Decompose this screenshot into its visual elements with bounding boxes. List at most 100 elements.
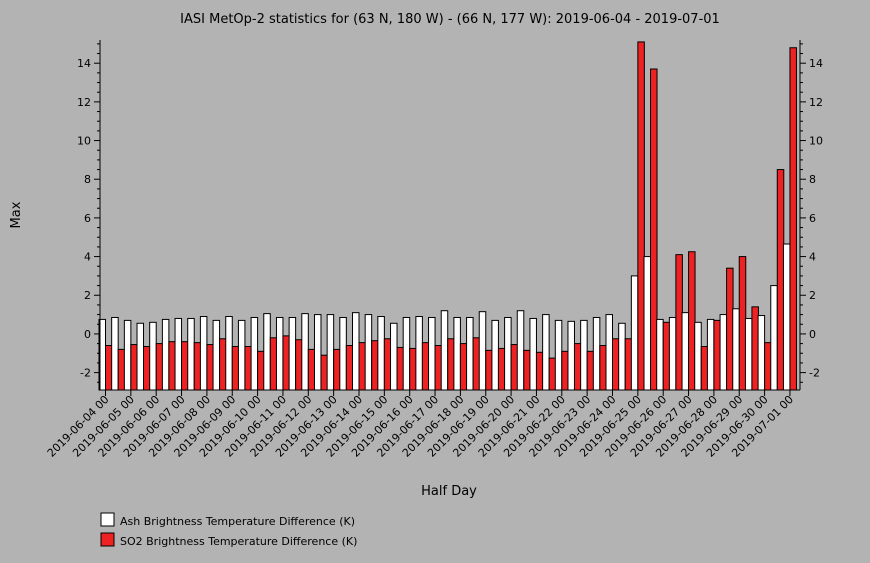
ash-bar bbox=[225, 316, 233, 391]
so2-bar bbox=[523, 349, 531, 391]
ash-bar bbox=[770, 285, 778, 391]
so2-bar bbox=[371, 340, 379, 391]
so2-bar bbox=[257, 350, 265, 391]
legend-label-ash: Ash Brightness Temperature Difference (K… bbox=[120, 515, 355, 528]
so2-bar bbox=[358, 342, 366, 391]
ash-bar bbox=[491, 319, 499, 391]
ash-bar bbox=[719, 314, 728, 391]
y-tick-label: 14 bbox=[77, 57, 91, 70]
so2-bar bbox=[168, 341, 176, 391]
y-tick-label: 12 bbox=[809, 96, 823, 109]
ash-bar bbox=[390, 322, 398, 391]
so2-bar bbox=[345, 345, 354, 391]
y-tick-label: 6 bbox=[809, 212, 816, 225]
so2-bar bbox=[789, 47, 797, 391]
axes-group bbox=[94, 40, 806, 396]
ash-bar bbox=[136, 322, 145, 391]
y-tick-label: 4 bbox=[809, 251, 816, 264]
ash-bar bbox=[529, 317, 537, 391]
so2-bar bbox=[219, 338, 227, 391]
y-tick-label: -2 bbox=[809, 367, 820, 380]
so2-bar bbox=[409, 347, 417, 391]
so2-bar bbox=[320, 354, 328, 391]
bars-group bbox=[98, 41, 797, 391]
so2-bar bbox=[383, 338, 392, 391]
ash-bar bbox=[364, 314, 373, 391]
ash-bar bbox=[428, 316, 436, 391]
ash-bar bbox=[301, 313, 309, 391]
ash-bar bbox=[656, 318, 664, 391]
ash-bar bbox=[516, 310, 525, 391]
so2-bar bbox=[459, 343, 468, 391]
ash-bar bbox=[694, 321, 702, 391]
y-tick-label: 10 bbox=[809, 135, 823, 148]
so2-bar bbox=[650, 68, 658, 391]
so2-bar bbox=[510, 344, 519, 391]
so2-bar bbox=[130, 344, 138, 391]
ash-bar bbox=[187, 317, 195, 391]
so2-bar bbox=[726, 267, 734, 391]
ash-bar bbox=[706, 318, 715, 391]
so2-bar bbox=[637, 41, 645, 391]
ash-bar bbox=[326, 314, 335, 391]
ash-bar bbox=[605, 314, 613, 391]
ash-bar bbox=[554, 319, 563, 391]
so2-bar bbox=[193, 342, 202, 391]
chart-title: IASI MetOp-2 statistics for (63 N, 180 W… bbox=[180, 12, 720, 27]
so2-bar bbox=[713, 319, 721, 391]
so2-bar bbox=[548, 357, 557, 391]
y-tick-label: 0 bbox=[809, 328, 816, 341]
ash-bar bbox=[567, 320, 575, 391]
y-tick-label: 2 bbox=[84, 289, 91, 302]
ash-bar bbox=[174, 317, 183, 391]
legend-label-so2: SO2 Brightness Temperature Difference (K… bbox=[120, 535, 357, 548]
ash-bar bbox=[643, 256, 652, 391]
ash-bar bbox=[313, 314, 322, 391]
so2-bar bbox=[181, 341, 189, 391]
y-tick-labels-left: -2 0 2 4 6 8 10 12 14 bbox=[77, 57, 91, 379]
so2-bar bbox=[447, 338, 455, 391]
so2-bar bbox=[472, 337, 481, 391]
ash-bar bbox=[453, 316, 461, 391]
so2-bar bbox=[307, 348, 316, 391]
so2-bar bbox=[206, 344, 214, 391]
ash-bar bbox=[440, 310, 449, 391]
x-axis-label: Half Day bbox=[421, 484, 477, 499]
legend-swatch-ash bbox=[100, 512, 115, 527]
so2-bar bbox=[231, 345, 240, 391]
ash-bar bbox=[681, 312, 690, 391]
ash-bar bbox=[199, 316, 208, 391]
so2-bar bbox=[485, 349, 493, 391]
so2-bar bbox=[561, 350, 569, 391]
ash-bar bbox=[123, 319, 132, 391]
ash-bar bbox=[592, 316, 601, 391]
so2-bar bbox=[396, 346, 405, 391]
ash-bar bbox=[732, 308, 740, 391]
ash-bar bbox=[415, 316, 423, 391]
so2-bar bbox=[117, 348, 126, 391]
ash-bar bbox=[744, 317, 753, 391]
ash-bar bbox=[339, 316, 347, 391]
y-axis-label: Max bbox=[9, 201, 24, 228]
y-tick-label: 8 bbox=[809, 173, 816, 186]
so2-bar bbox=[738, 256, 747, 391]
y-tick-label: 8 bbox=[84, 173, 91, 186]
ash-bar bbox=[630, 275, 639, 391]
ash-bar bbox=[161, 318, 170, 391]
ash-bar bbox=[580, 319, 588, 391]
so2-bar bbox=[143, 345, 151, 391]
so2-bar bbox=[700, 345, 709, 391]
y-tick-labels-right: -2 0 2 4 6 8 10 12 14 bbox=[809, 57, 823, 379]
ash-bar bbox=[377, 316, 385, 391]
y-tick-label: 4 bbox=[84, 251, 91, 264]
so2-bar bbox=[675, 254, 683, 391]
ash-bar bbox=[466, 316, 474, 391]
ash-bar bbox=[149, 321, 157, 391]
so2-bar bbox=[776, 169, 785, 391]
so2-bar bbox=[624, 338, 633, 391]
so2-bar bbox=[155, 343, 164, 391]
ash-bar bbox=[668, 316, 677, 391]
ash-bar bbox=[478, 311, 487, 391]
